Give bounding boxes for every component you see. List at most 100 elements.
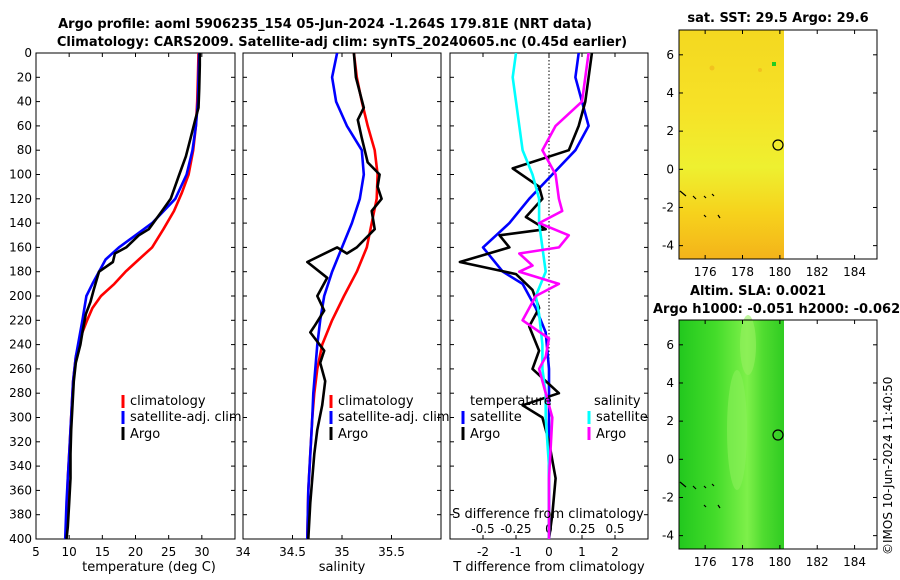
- sla-high-band: [727, 370, 747, 490]
- map-y-tick-label: 0: [666, 452, 674, 466]
- s-diff-tick-label: -0.25: [500, 522, 531, 536]
- main-title-line2: Climatology: CARS2009. Satellite-adj cli…: [57, 35, 627, 50]
- x-tick-label: 34: [235, 545, 250, 559]
- depth-tick-label: 360: [9, 483, 32, 497]
- s-diff-tick-label: -0.5: [471, 522, 494, 536]
- depth-tick-label: 20: [17, 70, 32, 84]
- depth-tick-label: 260: [9, 362, 32, 376]
- temperature-xlabel: temperature (deg C): [82, 560, 216, 575]
- map-y-tick-label: -4: [662, 529, 674, 543]
- sst-warm-patch: [709, 65, 715, 71]
- s-diff-tick-label: 0.25: [569, 522, 596, 536]
- map-y-tick-label: 4: [666, 376, 674, 390]
- salinity-tick-labels: 34 34.5 35 35.5: [235, 52, 441, 559]
- sst-argo-marker: [772, 139, 784, 151]
- temperature-argo-line: [458, 53, 594, 539]
- depth-tick-label: 380: [9, 508, 32, 522]
- depth-tick-label: 40: [17, 95, 32, 109]
- depth-tick-label: 200: [9, 289, 32, 303]
- map-y-tick-label: 2: [666, 414, 674, 428]
- depth-tick-label: 100: [9, 168, 32, 182]
- map-y-tick-label: 4: [666, 86, 674, 100]
- satellite-adj-clim-line: [306, 53, 366, 539]
- depth-tick-label: 220: [9, 313, 32, 327]
- sst-warm-patch: [758, 68, 762, 72]
- argo-line: [305, 53, 383, 539]
- sla-map-tick-labels: 176 178 180 182 184 6 4 2 0 -2 -4: [662, 320, 877, 569]
- sst-map-panel: sat. SST: 29.5 Argo: 29.6 176 178 180 182 18…: [662, 11, 878, 279]
- map-y-tick-label: -4: [662, 239, 674, 253]
- depth-tick-label: 160: [9, 240, 32, 254]
- x-tick-label: 0: [545, 545, 553, 559]
- x-tick-label: 25: [161, 545, 176, 559]
- legend-satellite-label: satellite-adj. clim: [130, 410, 242, 425]
- map-y-tick-label: 6: [666, 338, 674, 352]
- legend-argo-label: Argo: [130, 427, 160, 442]
- map-x-tick-label: 184: [843, 265, 866, 279]
- x-tick-label: 1: [578, 545, 586, 559]
- depth-tick-label: 340: [9, 459, 32, 473]
- depth-tick-label: 60: [17, 119, 32, 133]
- legend-climatology-label: climatology: [130, 394, 206, 409]
- depth-tick-label: 400: [9, 532, 32, 546]
- difference-legend: temperature satellite Argo salinity sate…: [461, 394, 648, 442]
- depth-tick-label: 240: [9, 338, 32, 352]
- legend-satellite-label: satellite-adj. clim: [338, 410, 450, 425]
- legend-s-satellite-label: satellite: [596, 410, 648, 425]
- x-tick-label: 35.5: [378, 545, 405, 559]
- depth-tick-labels: 0 20 40 60 80 100 120 140 160 180 200 220 240 260 280 3…: [9, 46, 235, 546]
- t-difference-tick-labels: -2 -1 0 1 2: [450, 52, 648, 559]
- x-tick-label: 15: [95, 545, 110, 559]
- depth-tick-label: 300: [9, 411, 32, 425]
- map-y-tick-label: 0: [666, 162, 674, 176]
- sla-coastline: [679, 481, 721, 509]
- map-y-tick-label: 2: [666, 124, 674, 138]
- imos-credit: ©IMOS 10-Jun-2024 11:40:50: [881, 377, 895, 555]
- x-tick-label: 34.5: [279, 545, 306, 559]
- map-x-tick-label: 178: [731, 555, 754, 569]
- temperature-legend: climatology satellite-adj. clim Argo: [121, 394, 242, 442]
- sla-map-subtitle: Argo h1000: -0.051 h2000: -0.062: [653, 302, 900, 317]
- map-x-tick-label: 182: [806, 265, 829, 279]
- sst-map-tick-labels: 176 178 180 182 184 6 4 2 0 -2 -4: [662, 30, 877, 279]
- map-x-tick-label: 184: [843, 555, 866, 569]
- s-diff-tick-label: 0.5: [605, 522, 624, 536]
- depth-tick-label: 0: [24, 46, 32, 60]
- sla-map-frame: [678, 319, 878, 550]
- sst-map-frame: [678, 29, 878, 260]
- sla-high-band: [740, 315, 756, 375]
- argo-line: [65, 53, 202, 539]
- map-x-tick-label: 176: [694, 265, 717, 279]
- legend-t-argo-label: Argo: [470, 427, 500, 442]
- temperature-tick-labels: 5 10 15 20 25 30: [32, 53, 209, 559]
- sla-map-title: Altim. SLA: 0.0021: [690, 284, 826, 299]
- x-tick-label: 2: [611, 545, 619, 559]
- depth-tick-label: 180: [9, 265, 32, 279]
- difference-panel: -2 -1 0 1 2 -0.5 -0.25 0 0.25 0.5 S difference f…: [449, 52, 649, 575]
- depth-tick-label: 320: [9, 435, 32, 449]
- legend-climatology-label: climatology: [338, 394, 414, 409]
- map-y-tick-label: -2: [662, 490, 674, 504]
- sst-map-title: sat. SST: 29.5 Argo: 29.6: [687, 11, 868, 26]
- x-tick-label: 10: [62, 545, 77, 559]
- sla-map-panel: Altim. SLA: 0.0021 Argo h1000: -0.051 h2…: [653, 284, 900, 569]
- main-title-line1: Argo profile: aoml 5906235_154 05-Jun-20…: [58, 17, 592, 32]
- temperature-panel: 0 20 40 60 80 100 120 140 160 180 200 220 240 260 280 3…: [9, 46, 242, 575]
- map-x-tick-label: 182: [806, 555, 829, 569]
- x-tick-label: 35: [334, 545, 349, 559]
- depth-tick-label: 280: [9, 386, 32, 400]
- depth-tick-label: 80: [17, 143, 32, 157]
- map-y-tick-label: -2: [662, 200, 674, 214]
- legend-temperature-title: temperature: [470, 394, 552, 409]
- map-x-tick-label: 180: [768, 265, 791, 279]
- satellite-adj-clim-line: [63, 53, 201, 539]
- map-y-tick-label: 6: [666, 48, 674, 62]
- salinity-xlabel: salinity: [319, 560, 366, 575]
- legend-t-satellite-label: satellite: [470, 410, 522, 425]
- depth-tick-label: 140: [9, 216, 32, 230]
- salinity-argo-line: [517, 53, 590, 539]
- salinity-lines: [305, 53, 383, 539]
- x-tick-label: 30: [194, 545, 209, 559]
- legend-salinity-title: salinity: [594, 394, 641, 409]
